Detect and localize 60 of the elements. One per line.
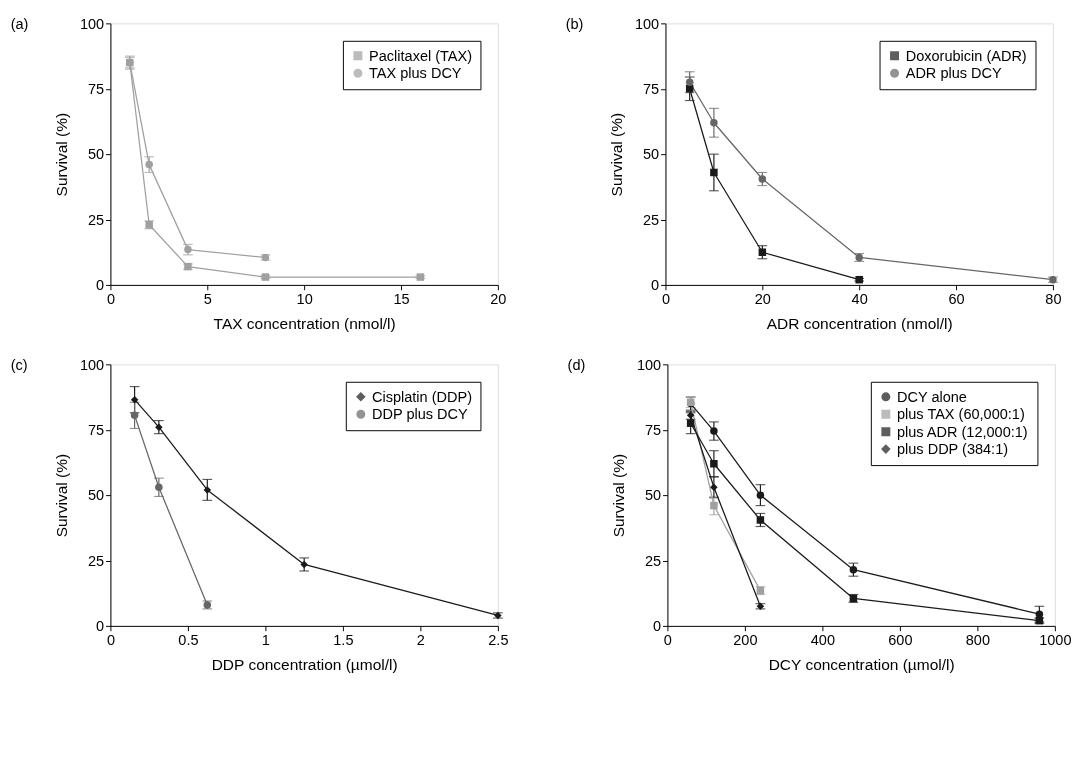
y-tick-label: 50 [644, 487, 662, 504]
x-axis-title: DCY concentration (µmol/l) [768, 655, 955, 673]
x-axis-title: DDP concentration (µmol/l) [211, 655, 398, 673]
legend-label: plus TAX (60,000:1) [896, 406, 1025, 423]
x-tick-label: 0.5 [178, 631, 199, 648]
y-tick-label: 0 [651, 277, 660, 294]
y-tick-label: 0 [96, 618, 105, 635]
x-tick-label: 20 [754, 290, 771, 307]
legend-label: Doxorubicin (ADR) [905, 47, 1027, 64]
legend-label: plus ADR (12,000:1) [896, 423, 1028, 440]
x-tick-label: 2.5 [488, 631, 509, 648]
x-axis-title: ADR concentration (nmol/l) [766, 315, 953, 332]
y-tick-label: 100 [79, 356, 105, 373]
x-tick-label: 400 [810, 631, 835, 648]
chart-title: (c) [10, 357, 28, 374]
y-tick-label: 25 [87, 211, 105, 228]
legend-label: TAX plus DCY [369, 65, 462, 82]
y-tick-label: 50 [87, 146, 105, 163]
x-tick-label: 60 [948, 290, 965, 307]
y-tick-label: 25 [87, 552, 105, 569]
chart-title: (b) [565, 16, 584, 33]
y-tick-label: 50 [643, 146, 660, 163]
y-tick-label: 75 [644, 422, 662, 439]
y-axis-title: Survival (%) [610, 453, 628, 538]
x-tick-label: 5 [203, 290, 212, 307]
y-axis-title: Survival (%) [53, 112, 71, 197]
x-tick-label: 2 [416, 631, 425, 648]
y-tick-label: 75 [643, 81, 660, 98]
x-tick-label: 1 [261, 631, 270, 648]
x-tick-label: 1.5 [333, 631, 354, 648]
y-tick-label: 50 [87, 487, 105, 504]
y-tick-label: 75 [87, 422, 105, 439]
legend-label: ADR plus DCY [905, 65, 1003, 82]
y-tick-label: 100 [634, 15, 660, 32]
x-axis-title: TAX concentration (nmol/l) [213, 315, 396, 332]
x-tick-label: 40 [851, 290, 868, 307]
x-tick-label: 800 [965, 631, 990, 648]
x-tick-label: 1000 [1039, 631, 1072, 648]
x-tick-label: 20 [490, 290, 507, 307]
y-tick-label: 75 [87, 81, 105, 98]
legend-label: Cisplatin (DDP) [371, 388, 472, 405]
y-axis-title: Survival (%) [53, 453, 71, 538]
y-tick-label: 25 [644, 552, 662, 569]
chart-title: (d) [567, 357, 586, 374]
x-tick-label: 10 [296, 290, 313, 307]
y-tick-label: 0 [653, 618, 662, 635]
legend-label: DDP plus DCY [371, 406, 469, 423]
x-tick-label: 80 [1045, 290, 1062, 307]
y-axis-title: Survival (%) [608, 112, 626, 197]
legend-label: Paclitaxel (TAX) [369, 47, 473, 64]
y-tick-label: 0 [96, 277, 105, 294]
y-tick-label: 100 [79, 15, 105, 32]
x-tick-label: 15 [393, 290, 410, 307]
legend-label: DCY alone [896, 388, 967, 405]
x-tick-label: 200 [733, 631, 758, 648]
x-tick-label: 600 [888, 631, 913, 648]
y-tick-label: 25 [643, 211, 660, 228]
y-tick-label: 100 [636, 356, 662, 373]
chart-title: (a) [10, 16, 29, 33]
legend-label: plus DDP (384:1) [896, 440, 1009, 457]
